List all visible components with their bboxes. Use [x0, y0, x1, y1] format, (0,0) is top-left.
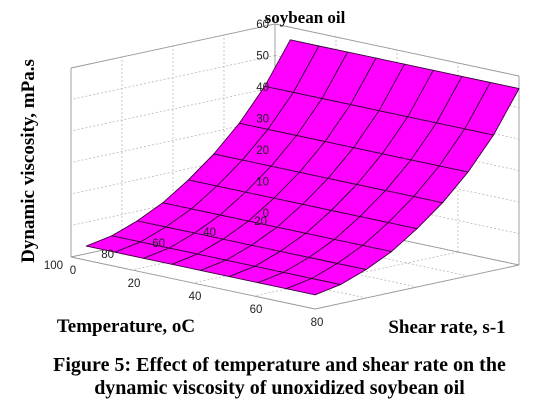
- axis-box-edge: [274, 23, 520, 77]
- side-wall-gridline: [70, 86, 276, 132]
- y-tick-label: 60: [152, 238, 165, 250]
- side-wall-gridline: [70, 149, 276, 195]
- caption-line-1: Figure 5: Effect of temperature and shea…: [53, 354, 506, 376]
- axis-box-edge: [70, 256, 316, 310]
- axis-box-edge: [70, 23, 276, 69]
- x-tick-label: 20: [128, 278, 141, 290]
- figure-caption: Figure 5: Effect of temperature and shea…: [0, 354, 559, 400]
- chart-title: soybean oil: [265, 8, 346, 27]
- y-tick-label: 100: [44, 260, 63, 272]
- z-tick-label: 20: [256, 145, 269, 157]
- x-tick-label: 60: [250, 304, 263, 316]
- z-tick-label: 30: [256, 114, 269, 126]
- z-axis-label: Dynamic viscosity, mPa.s: [18, 59, 39, 263]
- x-tick-label: 40: [189, 291, 202, 303]
- surface-patch: [285, 278, 341, 296]
- x-tick-label: 0: [70, 265, 76, 277]
- x-axis-label: Shear rate, s-1: [388, 317, 505, 338]
- y-axis-label: Temperature, oC: [57, 316, 195, 337]
- y-tick-label: 40: [203, 227, 216, 239]
- z-tick-label: 60: [256, 19, 269, 31]
- surface: [85, 39, 520, 296]
- z-tick-label: 10: [256, 177, 269, 189]
- x-tick-label: 80: [311, 317, 324, 329]
- z-tick-label: 40: [256, 82, 269, 94]
- y-tick-label: 20: [254, 216, 267, 228]
- axis-box-edge: [314, 264, 520, 310]
- y-tick-label: 80: [101, 249, 114, 261]
- z-tick-label: 0: [263, 208, 269, 220]
- side-wall-gridline: [70, 118, 276, 163]
- caption-line-2: dynamic viscosity of unoxidized soybean …: [94, 377, 465, 399]
- z-tick-label: 50: [256, 51, 269, 63]
